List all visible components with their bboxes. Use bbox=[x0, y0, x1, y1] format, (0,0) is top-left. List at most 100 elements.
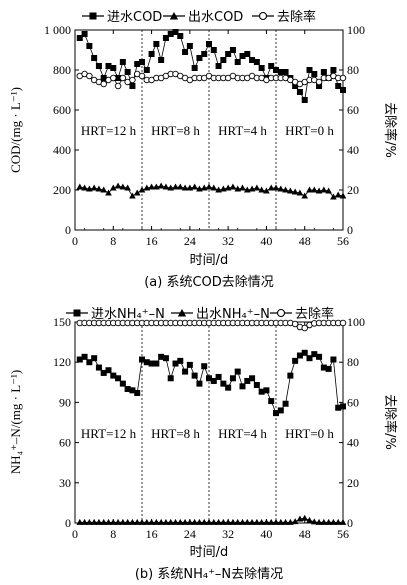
data-point-square bbox=[273, 410, 279, 417]
data-point-triangle bbox=[133, 189, 141, 196]
data-point-triangle bbox=[258, 518, 265, 525]
x-tick-label: 40 bbox=[260, 527, 272, 541]
y2-tick-label: 80 bbox=[347, 355, 359, 369]
data-point-triangle bbox=[320, 518, 328, 525]
data-point-triangle bbox=[239, 184, 246, 191]
data-point-triangle bbox=[114, 518, 122, 525]
data-point-triangle bbox=[191, 183, 198, 190]
data-point-triangle bbox=[234, 185, 242, 192]
data-point-square bbox=[201, 51, 208, 57]
data-point-square bbox=[253, 381, 260, 388]
data-point-square bbox=[229, 375, 236, 382]
data-point-triangle bbox=[133, 518, 141, 525]
data-point-triangle bbox=[224, 184, 232, 191]
y2-tick-label: 100 bbox=[347, 23, 365, 37]
data-point-square bbox=[177, 357, 184, 364]
data-point-triangle bbox=[143, 184, 151, 191]
data-point-triangle bbox=[229, 518, 237, 525]
data-point-triangle bbox=[95, 185, 103, 192]
legend-b-effluent-marker bbox=[177, 309, 187, 317]
data-point-square bbox=[124, 386, 131, 392]
data-point-triangle bbox=[243, 518, 251, 525]
data-point-circle bbox=[315, 78, 323, 86]
y-tick-label: 200 bbox=[53, 183, 71, 197]
data-point-square bbox=[296, 352, 303, 359]
y2-tick-label: 20 bbox=[347, 476, 359, 490]
data-point-square bbox=[249, 57, 256, 63]
data-point-square bbox=[191, 372, 198, 379]
data-point-square bbox=[153, 360, 160, 367]
caption-a: (a) 系统COD去除情况 bbox=[144, 275, 274, 290]
data-point-triangle bbox=[267, 518, 275, 525]
data-point-triangle bbox=[76, 518, 84, 525]
data-point-square bbox=[296, 89, 303, 95]
data-point-circle bbox=[86, 72, 93, 80]
data-point-square bbox=[340, 403, 346, 410]
data-point-triangle bbox=[267, 184, 275, 191]
y-axis-label-a: COD/(mg · L⁻¹) bbox=[8, 87, 23, 173]
data-point-square bbox=[139, 59, 145, 65]
x-tick-label: 32 bbox=[222, 234, 234, 248]
legend-a-removal-label: 去除率 bbox=[277, 9, 316, 25]
data-point-triangle bbox=[234, 518, 242, 525]
data-point-square bbox=[320, 364, 327, 371]
data-point-triangle bbox=[277, 185, 285, 192]
data-point-triangle bbox=[263, 518, 270, 525]
y-tick-label: 150 bbox=[53, 315, 71, 329]
data-point-square bbox=[340, 87, 346, 93]
data-point-square bbox=[225, 384, 232, 391]
y2-tick-label: 100 bbox=[347, 315, 365, 329]
data-point-triangle bbox=[148, 518, 155, 525]
data-point-triangle bbox=[224, 518, 232, 525]
data-point-square bbox=[253, 59, 260, 65]
data-point-triangle bbox=[210, 184, 218, 191]
phase-labels-b: HRT=12 h HRT=8 h HRT=4 h HRT=0 h bbox=[81, 426, 335, 441]
y2-tick-label: 0 bbox=[347, 516, 353, 530]
data-point-square bbox=[167, 375, 174, 382]
data-point-square bbox=[182, 368, 189, 375]
data-point-square bbox=[287, 372, 294, 379]
data-point-square bbox=[220, 57, 227, 63]
dividers-b bbox=[141, 322, 277, 523]
data-point-circle bbox=[119, 74, 127, 82]
data-point-triangle bbox=[196, 518, 203, 525]
data-point-triangle bbox=[129, 192, 136, 199]
x-tick-label: 48 bbox=[299, 234, 311, 248]
x-axis-label-a: 时间/d bbox=[190, 253, 229, 268]
data-point-square bbox=[119, 59, 126, 65]
data-point-square bbox=[119, 380, 126, 387]
data-point-square bbox=[330, 67, 337, 73]
x-tick-label: 8 bbox=[110, 527, 116, 541]
legend-b-effluent-label: 出水NH₄⁺–N bbox=[196, 307, 270, 322]
y-tick-label: 400 bbox=[53, 143, 71, 157]
data-point-square bbox=[110, 372, 117, 379]
data-point-triangle bbox=[143, 518, 151, 525]
y-tick-label: 90 bbox=[59, 395, 71, 409]
data-point-square bbox=[76, 35, 83, 41]
data-point-triangle bbox=[248, 185, 256, 192]
legend-b: 进水NH₄⁺–N 出水NH₄⁺–N 去除率 bbox=[66, 306, 334, 322]
data-point-square bbox=[239, 383, 246, 390]
data-point-triangle bbox=[272, 518, 280, 525]
data-point-square bbox=[167, 31, 174, 37]
data-point-triangle bbox=[263, 187, 270, 194]
data-point-square bbox=[186, 361, 193, 368]
data-point-triangle bbox=[200, 184, 208, 191]
data-point-triangle bbox=[339, 518, 347, 525]
data-point-triangle bbox=[282, 518, 289, 525]
data-point-square bbox=[81, 31, 88, 37]
data-point-square bbox=[292, 83, 299, 89]
x-tick-label: 40 bbox=[260, 234, 272, 248]
phase-labels-a: HRT=12 h HRT=8 h HRT=4 h HRT=0 h bbox=[81, 123, 335, 138]
x-tick-label: 0 bbox=[72, 234, 78, 248]
x-tick-label: 56 bbox=[337, 527, 349, 541]
data-point-square bbox=[191, 65, 198, 71]
data-point-triangle bbox=[129, 518, 136, 525]
phase-label: HRT=8 h bbox=[151, 123, 200, 138]
y2-tick-label: 80 bbox=[347, 63, 359, 77]
data-point-triangle bbox=[287, 518, 294, 525]
data-point-triangle bbox=[334, 518, 342, 525]
phase-label: HRT=12 h bbox=[81, 123, 137, 138]
data-point-square bbox=[210, 377, 217, 384]
